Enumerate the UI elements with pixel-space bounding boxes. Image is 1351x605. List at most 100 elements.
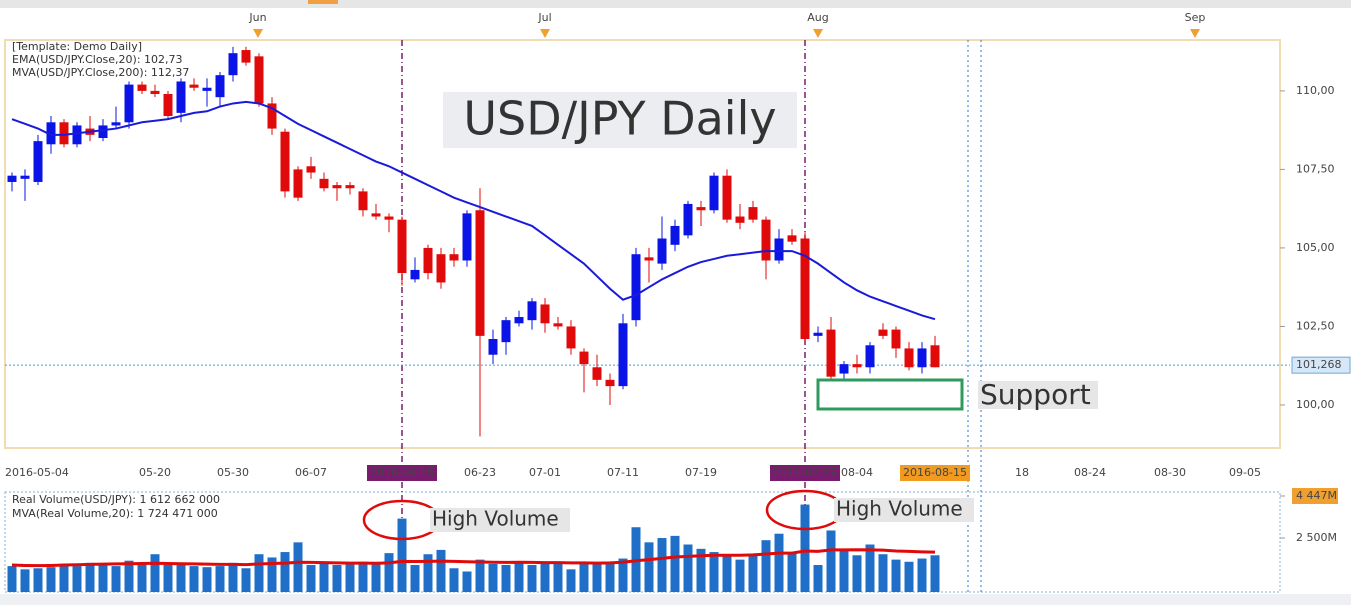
candle-body <box>683 203 693 236</box>
volume-bar <box>111 566 121 592</box>
candle-body <box>20 175 30 179</box>
x-tick-label: 07-11 <box>607 466 639 479</box>
candle-body <box>553 323 563 327</box>
annotation: High Volume <box>836 497 963 521</box>
candle-body <box>852 364 862 368</box>
legend-mva: MVA(USD/JPY.Close,200): 112,37 <box>12 66 189 79</box>
volume-bar <box>345 563 355 592</box>
candle-body <box>917 348 927 368</box>
month-marker <box>540 29 550 38</box>
candle-body <box>332 185 342 189</box>
volume-bar <box>98 565 108 592</box>
ema-line <box>11 100 936 321</box>
candle-body <box>189 84 199 88</box>
volume-bar <box>228 562 238 592</box>
candle-body <box>111 122 121 126</box>
toolbar-strip <box>0 0 1351 8</box>
last-price-box <box>1291 356 1351 374</box>
volume-bar <box>20 569 30 592</box>
candle-body <box>579 351 589 365</box>
candle-body <box>150 90 160 95</box>
candle-body <box>631 254 641 321</box>
x-label-highlight <box>900 465 970 481</box>
month-label: Jul <box>537 11 551 24</box>
x-tick-label: 2016-07-29 <box>773 466 837 479</box>
legend-entry: MVA(Real Volume,20): 1 724 471 000 <box>12 507 218 520</box>
candle-body <box>670 225 680 245</box>
volume-bar <box>267 557 277 592</box>
volume-bar <box>696 548 706 592</box>
volume-bar <box>514 562 524 592</box>
volume-bar <box>319 563 329 592</box>
volume-bar <box>33 568 43 592</box>
volume-bar <box>150 554 160 592</box>
y-tick-label: 2 500M <box>1296 531 1337 544</box>
candle-body <box>436 254 446 283</box>
volume-bar <box>124 560 134 592</box>
x-tick-label: 07-01 <box>529 466 561 479</box>
chart-title: USD/JPY Daily <box>463 92 776 146</box>
volume-bar <box>202 567 212 592</box>
month-marker <box>813 29 823 38</box>
y-top-box <box>1292 488 1338 504</box>
candle-body <box>514 317 524 324</box>
volume-bar <box>553 561 563 592</box>
month-label: Aug <box>807 11 828 24</box>
volume-bar <box>787 553 797 592</box>
x-tick-label: 2016-08-15 <box>903 466 967 479</box>
x-tick-label: 08-04 <box>841 466 873 479</box>
x-label-highlight <box>770 465 840 481</box>
x-tick-label: 06-07 <box>295 466 327 479</box>
candle-body <box>241 50 251 63</box>
volume-bar <box>384 553 394 592</box>
volume-bar <box>449 568 459 592</box>
volume-bar <box>683 544 693 592</box>
candle-body <box>98 125 108 138</box>
candle-body <box>891 329 901 349</box>
volume-bar <box>813 565 823 592</box>
volume-bar <box>930 555 940 592</box>
volume-bar <box>189 566 199 592</box>
candle-body <box>449 254 459 261</box>
y-tick-label: 102,50 <box>1296 319 1335 332</box>
legend-entry: EMA(USD/JPY.Close,20): 102,73 <box>12 53 183 66</box>
annotation-bg <box>834 498 974 522</box>
volume-bar <box>878 554 888 592</box>
volume-bar <box>462 571 472 592</box>
candle-body <box>826 329 836 377</box>
volume-bar <box>410 565 420 592</box>
volume-mva-line <box>11 548 936 568</box>
x-tick-label: 06-23 <box>464 466 496 479</box>
support-bg <box>978 381 1098 409</box>
candle-body <box>397 219 407 274</box>
candle-body <box>527 301 537 321</box>
volume-bar <box>774 533 784 592</box>
x-tick-label: 2016-05-04 <box>5 466 69 479</box>
y-tick-label: 100,00 <box>1296 398 1335 411</box>
x-tick-label: 05-20 <box>139 466 171 479</box>
candle-body <box>72 125 82 145</box>
candle-body <box>384 216 394 220</box>
candle-body <box>761 219 771 261</box>
candle-body <box>644 257 654 261</box>
month-marker <box>1190 29 1200 38</box>
candle-body <box>254 56 264 104</box>
volume-bar <box>761 540 771 592</box>
toolbar-tab <box>308 0 338 4</box>
volume-bar <box>709 552 719 592</box>
volume-bar <box>748 555 758 592</box>
volume-bar <box>826 530 836 592</box>
candle-body <box>59 122 69 145</box>
volume-bar <box>852 555 862 592</box>
candle-body <box>878 329 888 336</box>
volume-bar <box>917 558 927 592</box>
candle-body <box>202 87 212 91</box>
candle-body <box>228 53 238 76</box>
title-box <box>443 92 797 148</box>
volume-bar <box>592 563 602 592</box>
candle-body <box>800 238 810 340</box>
volume-bar <box>475 559 485 592</box>
volume-bar <box>358 561 368 592</box>
candle-body <box>137 84 147 91</box>
volume-bar <box>540 563 550 592</box>
